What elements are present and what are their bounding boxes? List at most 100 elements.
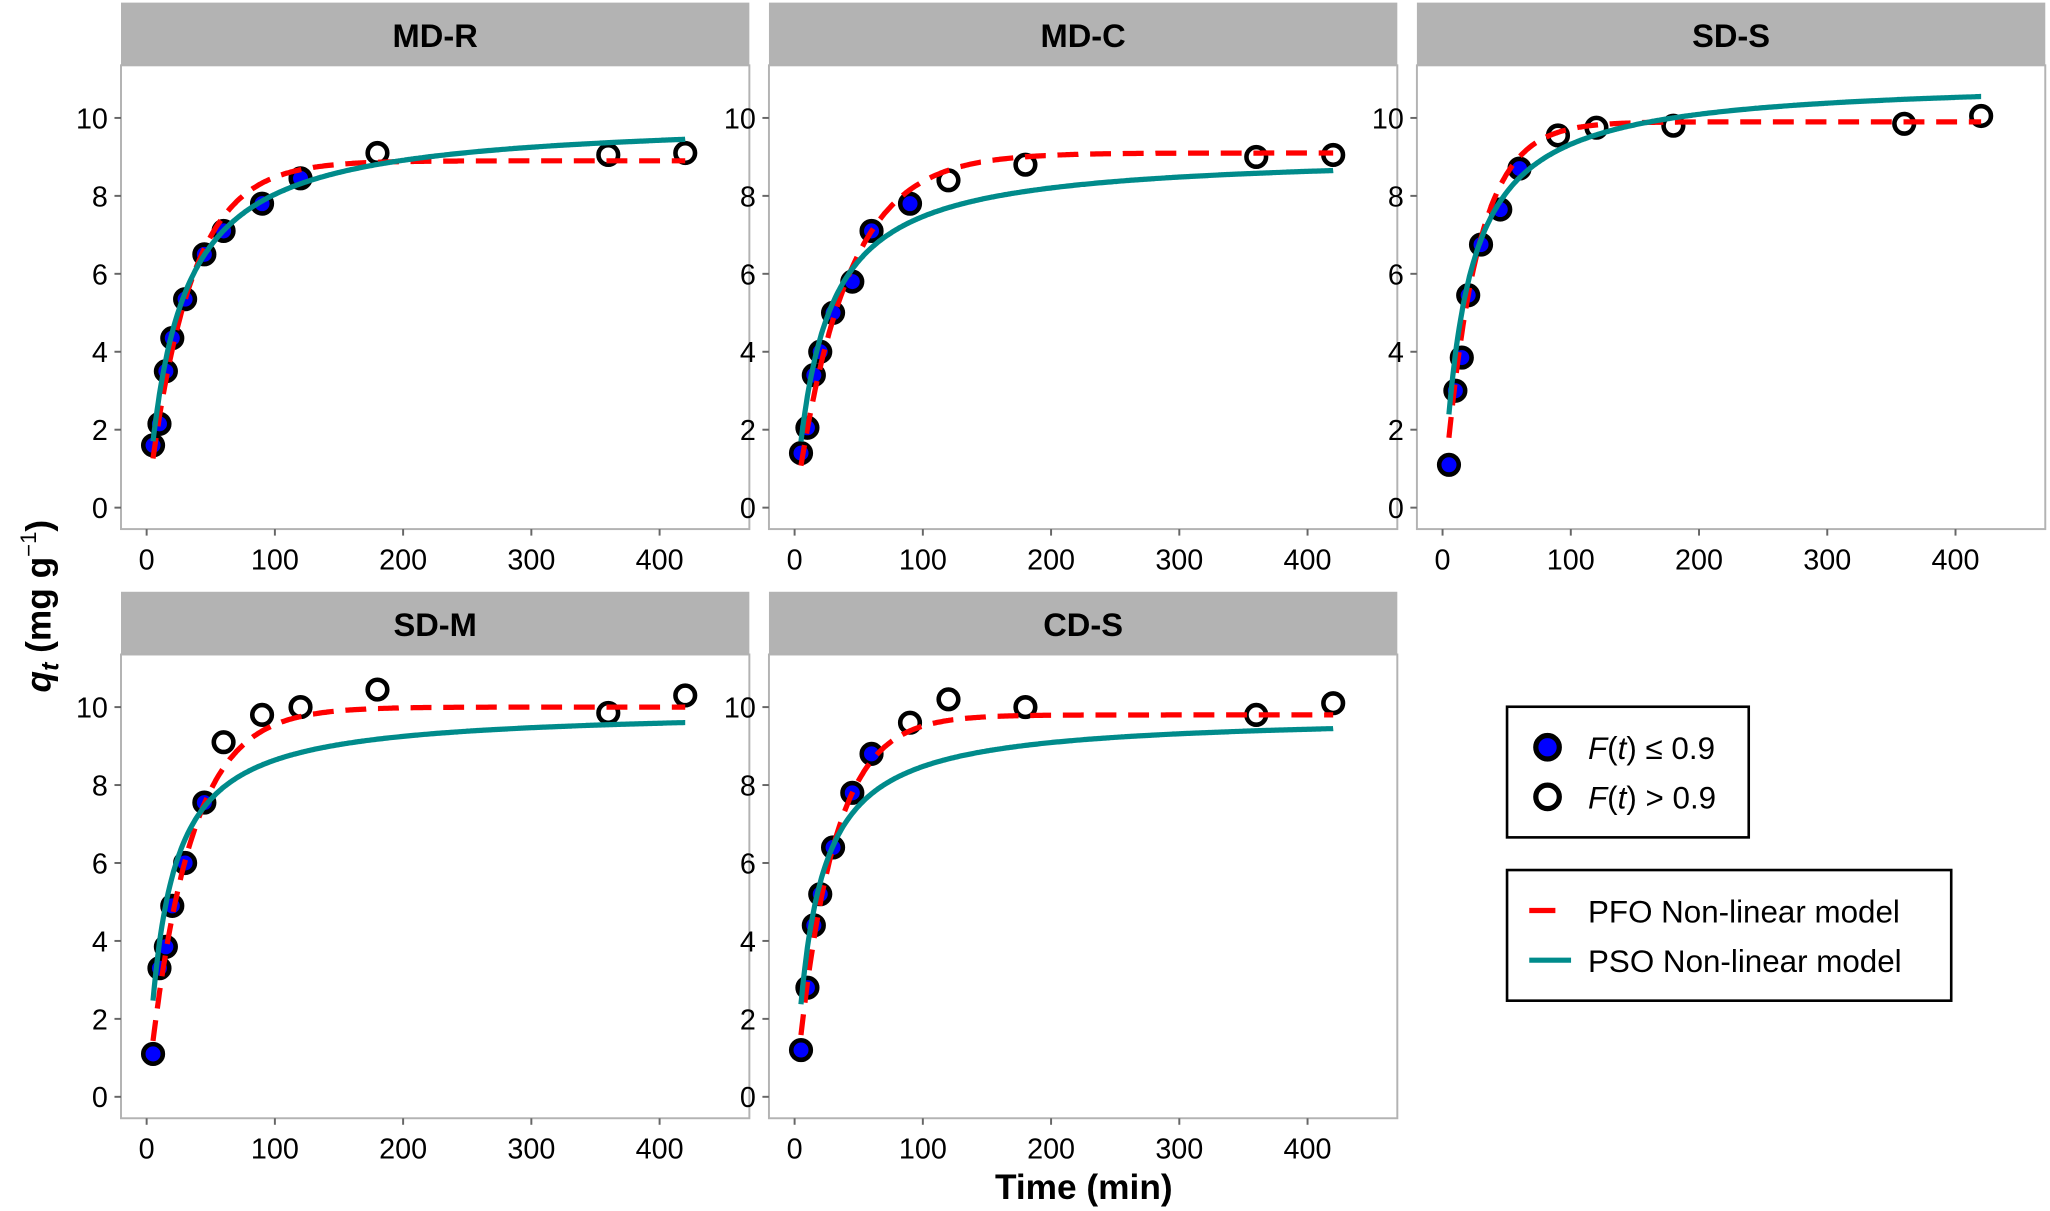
x-tick-label: 100 (899, 545, 947, 577)
y-tick-label: 0 (92, 493, 108, 525)
pfo-curve (798, 150, 1334, 467)
data-point-filled (140, 1041, 166, 1067)
y-tick-label: 6 (740, 848, 756, 880)
pfo-curve (150, 158, 686, 459)
data-point-open (936, 687, 961, 712)
x-tick-label: 0 (139, 545, 155, 577)
x-tick-label: 400 (636, 1134, 684, 1166)
plot-area (120, 64, 751, 531)
legend-points: F(t) ≤ 0.9 F(t) > 0.9 (1505, 705, 1751, 839)
data-point-open (1013, 695, 1038, 720)
y-axis-title: qt (mg g−1) (16, 520, 64, 693)
y-tick-label: 6 (1388, 259, 1404, 291)
pso-curve (1446, 93, 1982, 415)
x-tick-label: 200 (1675, 545, 1723, 577)
x-tick-label: 400 (636, 545, 684, 577)
panel-title: SD-S (1692, 17, 1770, 54)
data-point-open (211, 730, 236, 755)
x-tick-label: 200 (1027, 1134, 1075, 1166)
x-tick-label: 400 (1284, 545, 1332, 577)
x-tick-label: 0 (787, 545, 803, 577)
x-tick-label: 0 (139, 1134, 155, 1166)
x-tick-label: 200 (379, 1134, 427, 1166)
y-tick-label: 2 (740, 1004, 756, 1036)
y-tick-label: 8 (740, 181, 756, 213)
data-point-filled (788, 1037, 814, 1063)
x-tick-label: 300 (1155, 1134, 1203, 1166)
x-axis-title: Time (min) (995, 1168, 1173, 1207)
y-tick-label: 4 (92, 337, 108, 369)
legend-filled-marker (1533, 732, 1562, 762)
x-tick-label: 100 (899, 1134, 947, 1166)
panel-title: MD-R (393, 17, 478, 54)
x-tick-label: 200 (379, 545, 427, 577)
y-tick-label: 0 (1388, 493, 1404, 525)
x-tick-label: 300 (1803, 545, 1851, 577)
y-tick-label: 6 (92, 848, 108, 880)
panel-strip (768, 591, 1398, 655)
legend-pfo-label: PFO Non-linear model (1588, 894, 1900, 929)
y-tick-label: 2 (740, 415, 756, 447)
pso-curve (798, 167, 1334, 442)
x-tick-label: 0 (1435, 545, 1451, 577)
data-point-open (365, 677, 390, 702)
panel-title: SD-M (393, 606, 476, 643)
y-tick-label: 0 (740, 1082, 756, 1114)
y-tick-label: 0 (740, 493, 756, 525)
data-point-filled (1436, 452, 1462, 477)
x-tick-label: 300 (1155, 545, 1203, 577)
y-tick-label: 8 (740, 770, 756, 802)
x-tick-label: 100 (251, 1134, 299, 1166)
panel-strip (1416, 2, 2046, 66)
y-tick-label: 6 (92, 259, 108, 291)
x-tick-label: 400 (1284, 1134, 1332, 1166)
pso-curve (150, 719, 686, 1001)
x-tick-label: 100 (1547, 545, 1595, 577)
y-tick-label: 10 (1372, 103, 1404, 135)
y-tick-label: 4 (740, 926, 756, 958)
panel-title: MD-C (1041, 17, 1126, 54)
y-tick-label: 0 (92, 1082, 108, 1114)
plot-area (767, 64, 1399, 531)
pso-curve (798, 725, 1334, 1005)
data-point-open (673, 683, 698, 708)
data-point-filled (897, 191, 923, 216)
x-tick-label: 300 (507, 545, 555, 577)
pfo-curve (150, 704, 686, 1042)
data-point-open (1244, 144, 1269, 169)
y-tick-label: 10 (724, 693, 756, 725)
y-tick-label: 10 (724, 103, 756, 135)
plot-area (1415, 64, 2047, 531)
pso-curve (150, 136, 686, 442)
y-tick-label: 8 (92, 770, 108, 802)
pfo-curve (798, 712, 1334, 1036)
data-point-filled (859, 741, 884, 766)
legend-filled-label: F(t) ≤ 0.9 (1588, 731, 1715, 766)
y-tick-label: 10 (76, 693, 108, 725)
legend-pso-label: PSO Non-linear model (1588, 944, 1902, 979)
data-point-open (249, 702, 275, 727)
y-tick-label: 6 (740, 259, 756, 291)
y-tick-label: 10 (76, 103, 108, 135)
y-tick-label: 4 (92, 926, 108, 958)
y-tick-label: 4 (740, 337, 756, 369)
pfo-curve (1446, 119, 1982, 439)
y-tick-label: 4 (1388, 337, 1404, 369)
plot-area (767, 653, 1399, 1120)
x-tick-label: 200 (1027, 545, 1075, 577)
data-point-open (1321, 691, 1346, 716)
y-tick-label: 8 (92, 181, 108, 213)
x-tick-label: 0 (787, 1134, 803, 1166)
y-tick-label: 2 (92, 415, 108, 447)
panel-strip (120, 2, 750, 66)
data-point-open (673, 140, 698, 166)
x-tick-label: 400 (1932, 545, 1980, 577)
legend-open-marker (1533, 782, 1562, 812)
